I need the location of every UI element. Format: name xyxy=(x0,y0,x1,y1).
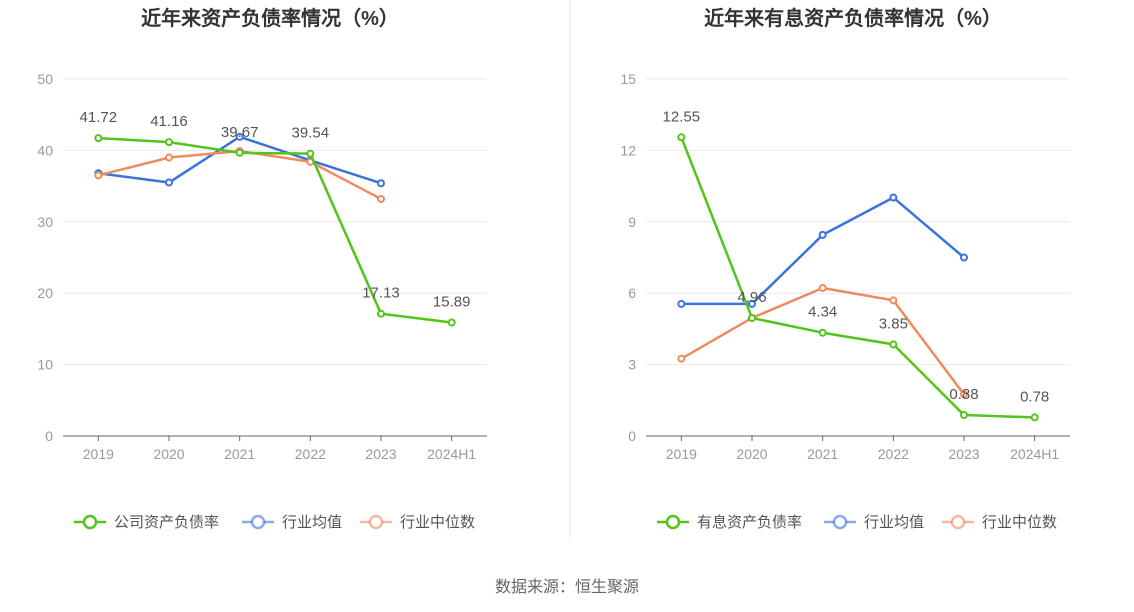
chart1-data-label: 41.16 xyxy=(150,113,188,130)
chart1-legend-swatch-marker xyxy=(250,514,266,530)
chart2-series-1-point xyxy=(1030,413,1039,422)
chart2-legend-swatch-marker xyxy=(950,514,966,530)
chart1-series-3-point xyxy=(94,171,103,180)
chart1-series-1-point xyxy=(377,309,385,318)
chart1-y-tick-label: 40 xyxy=(37,142,53,158)
chart1-x-tick-label: 2021 xyxy=(224,446,255,462)
chart2-data-label: 0.88 xyxy=(949,386,978,403)
chart1-legend-swatch-marker xyxy=(368,514,384,530)
chart2-x-tick-label: 2019 xyxy=(666,446,697,462)
chart1-series-2-point xyxy=(235,132,244,141)
chart1-data-label: 39.67 xyxy=(221,124,259,141)
chart2-series-3-point xyxy=(818,283,827,292)
chart1-y-tick-label: 50 xyxy=(37,71,53,87)
chart1-data-label: 15.89 xyxy=(433,294,471,311)
chart1-series-1-line xyxy=(98,136,452,324)
chart1-data-label: 41.72 xyxy=(80,109,118,126)
chart1-series-1-point xyxy=(165,138,173,147)
chart1-y-tick-label: 20 xyxy=(37,285,53,301)
chart1-legend-swatch-marker xyxy=(82,514,98,530)
chart2-y-tick-label: 0 xyxy=(628,428,636,444)
chart1-y-tick-label: 10 xyxy=(37,357,53,373)
chart2-legend-label: 行业中位数 xyxy=(982,514,1057,531)
chart2-series-1-point xyxy=(960,411,968,420)
chart2-series-1-point xyxy=(677,133,686,142)
chart2-series-3-point xyxy=(960,390,968,399)
chart1-series-1-point xyxy=(447,318,456,327)
chart1-title: 近年来资产负债率情况（%） xyxy=(141,6,399,30)
chart2-legend-label: 有息资产负债率 xyxy=(697,514,802,531)
chart2-series-1-point xyxy=(889,340,898,349)
chart2-x-tick-label: 2021 xyxy=(807,446,838,462)
chart2-series-1-line xyxy=(680,136,1035,419)
chart2-series-2-point xyxy=(960,253,968,262)
chart2-y-tick-label: 12 xyxy=(620,142,636,158)
chart1-data-label: 39.54 xyxy=(292,125,330,142)
chart1-series-1-point xyxy=(94,134,103,143)
chart2-series-2-point xyxy=(677,299,686,308)
chart2-series-3-point xyxy=(677,354,686,363)
chart2-series-2-point xyxy=(748,299,756,308)
chart1-x-tick-label: 2022 xyxy=(295,446,326,462)
chart2-data-label: 4.96 xyxy=(737,289,766,306)
chart1-series-1-point xyxy=(235,148,244,157)
chart1-series-3-line xyxy=(98,149,382,201)
chart2-title: 近年来有息资产负债率情况（%） xyxy=(704,6,1002,30)
chart1-y-tick-label: 0 xyxy=(45,428,53,444)
chart2-legend-swatch-marker xyxy=(832,514,848,530)
chart2-data-label: 0.78 xyxy=(1020,388,1049,405)
chart2-series-3-point xyxy=(889,296,898,305)
chart2-legend-label: 行业均值 xyxy=(864,514,924,531)
chart1-x-tick-label: 2019 xyxy=(83,446,114,462)
chart1-legend-label: 公司资产负债率 xyxy=(114,514,219,531)
chart2-y-tick-label: 15 xyxy=(620,71,636,87)
chart2-series-2-point xyxy=(818,230,827,239)
chart2-x-tick-label: 2023 xyxy=(948,446,979,462)
chart1-series-2-point xyxy=(377,179,385,188)
chart1-legend-label: 行业中位数 xyxy=(400,514,475,531)
chart1-series-2-point xyxy=(165,178,173,187)
chart1-y-tick-label: 30 xyxy=(37,214,53,230)
chart1-x-tick-label: 2024H1 xyxy=(427,446,476,462)
chart2-data-label: 12.55 xyxy=(663,108,701,125)
chart2-x-tick-label: 2022 xyxy=(878,446,909,462)
chart1-data-label: 17.13 xyxy=(362,285,400,302)
chart2-y-tick-label: 6 xyxy=(628,285,636,301)
chart2-series-1-point xyxy=(748,313,756,322)
chart1-series-3-point xyxy=(165,153,173,162)
chart2-y-tick-label: 9 xyxy=(628,214,636,230)
chart2-legend-swatch-marker xyxy=(665,514,681,530)
chart2-x-tick-label: 2020 xyxy=(736,446,767,462)
source-label: 数据来源：恒生聚源 xyxy=(495,578,639,596)
chart2-data-label: 4.34 xyxy=(808,304,837,321)
chart1-series-1-point xyxy=(306,149,315,158)
chart2-data-label: 3.85 xyxy=(879,315,908,332)
chart2-y-tick-label: 3 xyxy=(628,357,636,373)
chart1-legend-label: 行业均值 xyxy=(282,514,342,531)
chart1-x-tick-label: 2020 xyxy=(153,446,184,462)
chart2-x-tick-label: 2024H1 xyxy=(1010,446,1059,462)
chart1-series-3-point xyxy=(377,194,385,203)
chart1-x-tick-label: 2023 xyxy=(365,446,396,462)
chart2-series-2-point xyxy=(889,193,898,202)
chart2-series-1-point xyxy=(818,328,827,337)
